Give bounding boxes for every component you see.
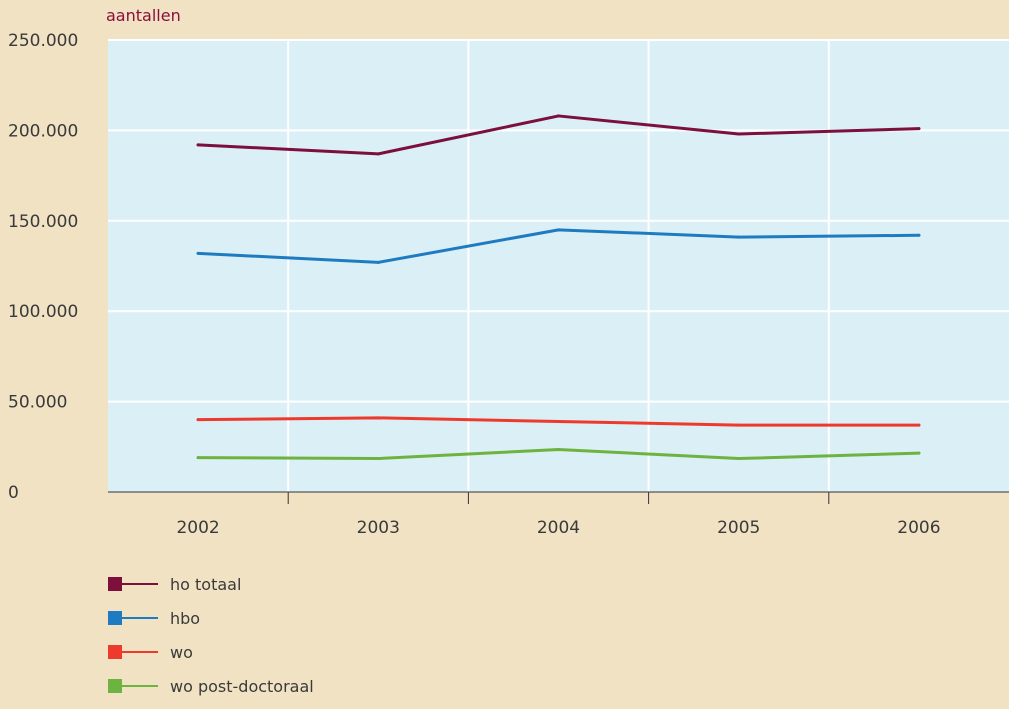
y-tick-label: 100.000 — [8, 302, 78, 322]
legend-swatch-wo-post-doctoraal — [108, 675, 168, 697]
data-point-ho-totaal — [196, 143, 200, 147]
y-tick-label: 50.000 — [8, 393, 67, 413]
data-point-wo — [376, 416, 380, 420]
y-tick-label: 250.000 — [8, 31, 78, 51]
data-point-wo-post-doctoraal — [557, 448, 560, 452]
x-tick-label: 2004 — [537, 518, 580, 538]
data-point-wo — [557, 419, 560, 423]
data-point-hbo — [917, 233, 921, 237]
y-tick-label: 0 — [8, 483, 19, 503]
legend-swatch-hbo — [108, 607, 168, 629]
legend-item-wo-post-doctoraal: wo post-doctoraal — [108, 675, 314, 697]
data-point-ho-totaal — [737, 132, 741, 136]
data-point-wo-post-doctoraal — [737, 457, 741, 461]
y-tick-label: 150.000 — [8, 212, 78, 232]
data-point-hbo — [737, 235, 741, 239]
legend-item-ho-totaal: ho totaal — [108, 573, 314, 595]
legend: ho totaal hbo wo wo post-doctoraal — [108, 573, 314, 709]
y-tick-label: 200.000 — [8, 121, 78, 141]
data-point-ho-totaal — [376, 152, 380, 156]
data-point-wo-post-doctoraal — [917, 451, 921, 455]
data-point-hbo — [376, 260, 380, 264]
data-point-wo — [917, 423, 921, 427]
data-point-ho-totaal — [557, 114, 560, 118]
data-point-wo — [737, 423, 741, 427]
data-point-ho-totaal — [917, 127, 921, 131]
legend-swatch-wo — [108, 641, 168, 663]
x-tick-label: 2003 — [357, 518, 400, 538]
x-tick-label: 2002 — [176, 518, 219, 538]
y-axis-unit-label: aantallen — [106, 6, 181, 25]
data-point-hbo — [196, 251, 200, 255]
legend-item-wo: wo — [108, 641, 314, 663]
data-point-wo-post-doctoraal — [376, 457, 380, 461]
legend-item-hbo: hbo — [108, 607, 314, 629]
legend-label: wo post-doctoraal — [170, 676, 314, 696]
legend-swatch-ho-totaal — [108, 573, 168, 595]
legend-label: wo — [170, 642, 193, 662]
data-point-wo — [196, 418, 200, 422]
data-point-hbo — [557, 228, 560, 232]
legend-label: hbo — [170, 608, 201, 628]
x-tick-label: 2005 — [717, 518, 760, 538]
x-tick-label: 2006 — [897, 518, 940, 538]
legend-label: ho totaal — [170, 574, 242, 594]
data-point-wo-post-doctoraal — [196, 456, 200, 460]
